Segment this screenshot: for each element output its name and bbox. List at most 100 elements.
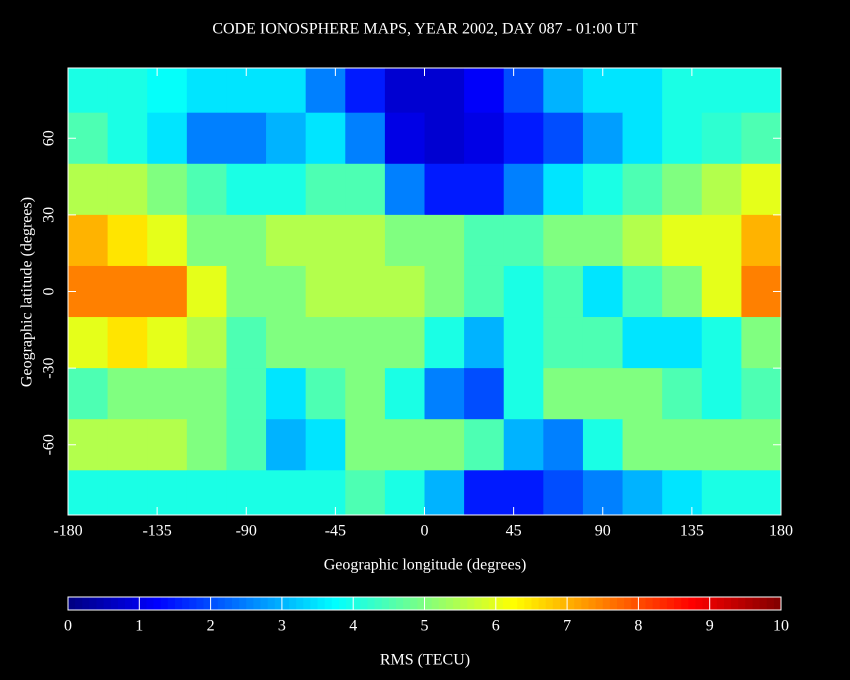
heatmap-cell [701, 112, 742, 165]
colorbar-swatch [346, 597, 354, 610]
heatmap-cell [464, 317, 505, 369]
heatmap-cell [186, 265, 227, 318]
colorbar-tick-label: 8 [634, 618, 642, 635]
heatmap-cell [345, 68, 386, 114]
heatmap-cell [424, 317, 465, 369]
y-tick-label: -60 [41, 434, 58, 455]
colorbar-swatch [103, 597, 112, 610]
x-tick-label: -135 [142, 523, 171, 540]
heatmap-cell [226, 317, 267, 369]
heatmap-cell [266, 163, 307, 216]
heatmap-cell [147, 163, 188, 216]
heatmap-cell [503, 317, 544, 369]
heatmap-cell [68, 214, 109, 267]
colorbar-tick-label: 7 [563, 618, 571, 635]
heatmap-cell [107, 163, 148, 216]
heatmap-cell [582, 112, 624, 165]
colorbar-swatch [659, 597, 668, 610]
colorbar-swatch [702, 597, 711, 610]
heatmap-cell [622, 419, 663, 471]
heatmap-cell [464, 68, 505, 114]
heatmap-cell [107, 419, 148, 471]
colorbar-swatch [182, 597, 190, 610]
heatmap-cell [503, 368, 544, 420]
heatmap-cell [384, 317, 425, 369]
heatmap-cell [107, 317, 148, 369]
heatmap-cell [503, 470, 544, 515]
colorbar-swatch [217, 597, 226, 610]
heatmap-cell [464, 163, 505, 216]
colorbar-swatch [96, 597, 105, 610]
colorbar-swatch [125, 597, 133, 610]
heatmap-cell [622, 470, 663, 515]
colorbar-swatch [723, 597, 732, 610]
heatmap-cell [107, 265, 148, 318]
heatmap-cell [701, 214, 742, 267]
heatmap-cell [186, 68, 227, 114]
heatmap-cell [701, 368, 742, 420]
heatmap-cell [503, 112, 544, 165]
colorbar-swatch [531, 597, 540, 610]
heatmap-cell [226, 112, 267, 165]
colorbar-swatch [160, 597, 169, 610]
heatmap-cell [68, 368, 109, 420]
colorbar-swatch [581, 597, 589, 610]
heatmap-cell [424, 112, 465, 165]
heatmap-cell [582, 265, 624, 318]
colorbar-swatch [445, 597, 454, 610]
colorbar-swatch [224, 597, 233, 610]
colorbar-tick-label: 6 [492, 618, 500, 635]
heatmap-cell [662, 470, 703, 515]
heatmap-cell [266, 470, 307, 515]
heatmap-cell [147, 368, 188, 420]
colorbar-swatch [674, 597, 682, 610]
heatmap-cell [68, 163, 109, 216]
heatmap-cell [741, 317, 781, 369]
colorbar-swatch [474, 597, 483, 610]
heatmap-cell [384, 68, 425, 114]
colorbar-swatch [695, 597, 704, 610]
heatmap-cell [147, 470, 188, 515]
heatmap-cell [384, 470, 425, 515]
colorbar-swatch [417, 597, 425, 610]
colorbar-swatch [617, 597, 625, 610]
colorbar-swatch [260, 597, 269, 610]
heatmap [68, 68, 781, 515]
heatmap-cell [464, 214, 505, 267]
heatmap-cell [543, 68, 584, 114]
heatmap-cell [424, 419, 465, 471]
colorbar-swatch [745, 597, 753, 610]
heatmap-cell [622, 112, 663, 165]
colorbar-swatch [267, 597, 276, 610]
heatmap-cell [226, 163, 267, 216]
heatmap-cell [622, 265, 663, 318]
heatmap-cell [582, 368, 624, 420]
heatmap-cell [147, 68, 188, 114]
heatmap-cell [107, 368, 148, 420]
heatmap-cell [384, 214, 425, 267]
heatmap-cell [424, 68, 465, 114]
y-axis-label: Geographic latitude (degrees) [19, 197, 36, 387]
heatmap-cell [305, 317, 346, 369]
heatmap-cell [662, 214, 703, 267]
colorbar-swatch [403, 597, 411, 610]
colorbar-swatch [253, 597, 262, 610]
heatmap-cell [345, 317, 386, 369]
heatmap-cell [266, 265, 307, 318]
heatmap-cell [345, 419, 386, 471]
x-tick-label: 180 [769, 523, 793, 540]
heatmap-cell [68, 317, 109, 369]
heatmap-cell [701, 265, 742, 318]
heatmap-cell [424, 470, 465, 515]
heatmap-cell [424, 368, 465, 420]
colorbar-swatch [495, 597, 504, 610]
heatmap-cell [741, 68, 781, 114]
heatmap-cell [384, 368, 425, 420]
heatmap-cell [464, 265, 505, 318]
colorbar-swatch [246, 597, 254, 610]
heatmap-cell [662, 112, 703, 165]
heatmap-cell [741, 163, 781, 216]
heatmap-cell [147, 265, 188, 318]
colorbar-swatch [545, 597, 554, 610]
colorbar-swatch [274, 597, 283, 610]
